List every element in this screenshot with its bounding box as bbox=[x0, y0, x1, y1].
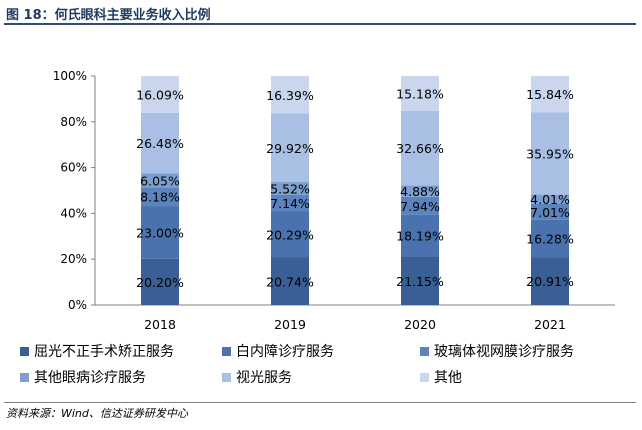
data-label: 16.28% bbox=[526, 231, 574, 246]
legend-label: 玻璃体视网膜诊疗服务 bbox=[434, 343, 574, 360]
data-label: 15.84% bbox=[526, 87, 574, 102]
legend-swatch bbox=[222, 347, 231, 356]
bar-segment bbox=[401, 185, 439, 197]
x-tick-label: 2018 bbox=[144, 317, 176, 332]
bar-segment bbox=[531, 203, 569, 220]
bar-segment bbox=[401, 214, 439, 257]
bar-segment bbox=[141, 76, 179, 113]
x-tick-label: 2019 bbox=[274, 317, 306, 332]
data-label: 20.29% bbox=[266, 227, 314, 242]
bar-segment bbox=[271, 76, 309, 114]
data-label: 6.05% bbox=[140, 173, 180, 188]
y-tick-label: 100% bbox=[53, 69, 87, 83]
bar-segment bbox=[141, 258, 179, 305]
x-tick-label: 2021 bbox=[534, 317, 566, 332]
data-label: 20.91% bbox=[526, 274, 574, 289]
bar-segment bbox=[531, 219, 569, 258]
bar-segment bbox=[531, 76, 569, 113]
bar-segment bbox=[141, 206, 179, 259]
data-label: 20.20% bbox=[136, 275, 184, 290]
bar-segment bbox=[401, 196, 439, 215]
legend-swatch bbox=[420, 347, 429, 356]
stacked-bar-chart: 0% 20% 40% 60% 80% 100% 20.20% 23.00% 8.18% 6.05%… bbox=[20, 69, 615, 386]
bar-segment bbox=[271, 211, 309, 258]
y-tick-label: 0% bbox=[68, 298, 87, 312]
data-label: 23.00% bbox=[136, 225, 184, 240]
data-label: 26.48% bbox=[136, 136, 184, 151]
bar-segment bbox=[141, 187, 179, 207]
data-label: 16.09% bbox=[136, 87, 184, 102]
bar-segment bbox=[531, 194, 569, 204]
y-tick-label: 20% bbox=[60, 252, 87, 266]
data-label: 20.74% bbox=[266, 274, 314, 289]
title-underline bbox=[4, 23, 636, 25]
bar-segment bbox=[141, 112, 179, 174]
bar-segment bbox=[531, 257, 569, 305]
legend-label: 其他眼病诊疗服务 bbox=[34, 370, 146, 386]
data-label: 18.19% bbox=[396, 229, 444, 244]
source-divider bbox=[4, 402, 636, 403]
data-label: 7.01% bbox=[530, 205, 570, 220]
legend-label: 屈光不正手术矫正服务 bbox=[34, 344, 174, 360]
data-label: 7.14% bbox=[270, 196, 310, 211]
data-label: 29.92% bbox=[266, 141, 314, 156]
legend-swatch bbox=[420, 373, 429, 382]
bar-segment bbox=[401, 256, 439, 305]
data-label: 15.18% bbox=[396, 86, 444, 101]
data-label: 5.52% bbox=[270, 181, 310, 196]
legend-swatch bbox=[20, 373, 29, 382]
legend-label: 其他 bbox=[434, 370, 462, 386]
legend-label: 视光服务 bbox=[236, 370, 292, 386]
data-label: 7.94% bbox=[400, 199, 440, 214]
data-label: 4.88% bbox=[400, 184, 440, 199]
data-label: 35.95% bbox=[526, 146, 574, 161]
data-label: 4.01% bbox=[530, 192, 570, 207]
legend-swatch bbox=[222, 373, 231, 382]
data-label: 32.66% bbox=[396, 141, 444, 156]
legend-label: 白内障诊疗服务 bbox=[236, 344, 334, 360]
data-label: 8.18% bbox=[140, 190, 180, 205]
data-label: 21.15% bbox=[396, 274, 444, 289]
figure-title: 图 18：何氏眼科主要业务收入比例 bbox=[6, 8, 211, 23]
legend-swatch bbox=[20, 347, 29, 356]
bar-segment bbox=[271, 113, 309, 183]
bar-segment bbox=[271, 194, 309, 212]
bar-segment bbox=[271, 182, 309, 195]
bar-segment bbox=[401, 76, 439, 111]
x-tick-label: 2020 bbox=[404, 317, 436, 332]
y-tick-label: 80% bbox=[60, 115, 87, 129]
y-tick-label: 60% bbox=[60, 161, 87, 175]
bar-segment bbox=[271, 257, 309, 305]
bar-segment bbox=[401, 110, 439, 186]
y-tick-label: 40% bbox=[60, 206, 87, 220]
bar-segment bbox=[531, 112, 569, 195]
data-label: 16.39% bbox=[266, 88, 314, 103]
bar-segment bbox=[141, 173, 179, 188]
source-note: 资料来源：Wind、信达证券研发中心 bbox=[6, 407, 188, 420]
